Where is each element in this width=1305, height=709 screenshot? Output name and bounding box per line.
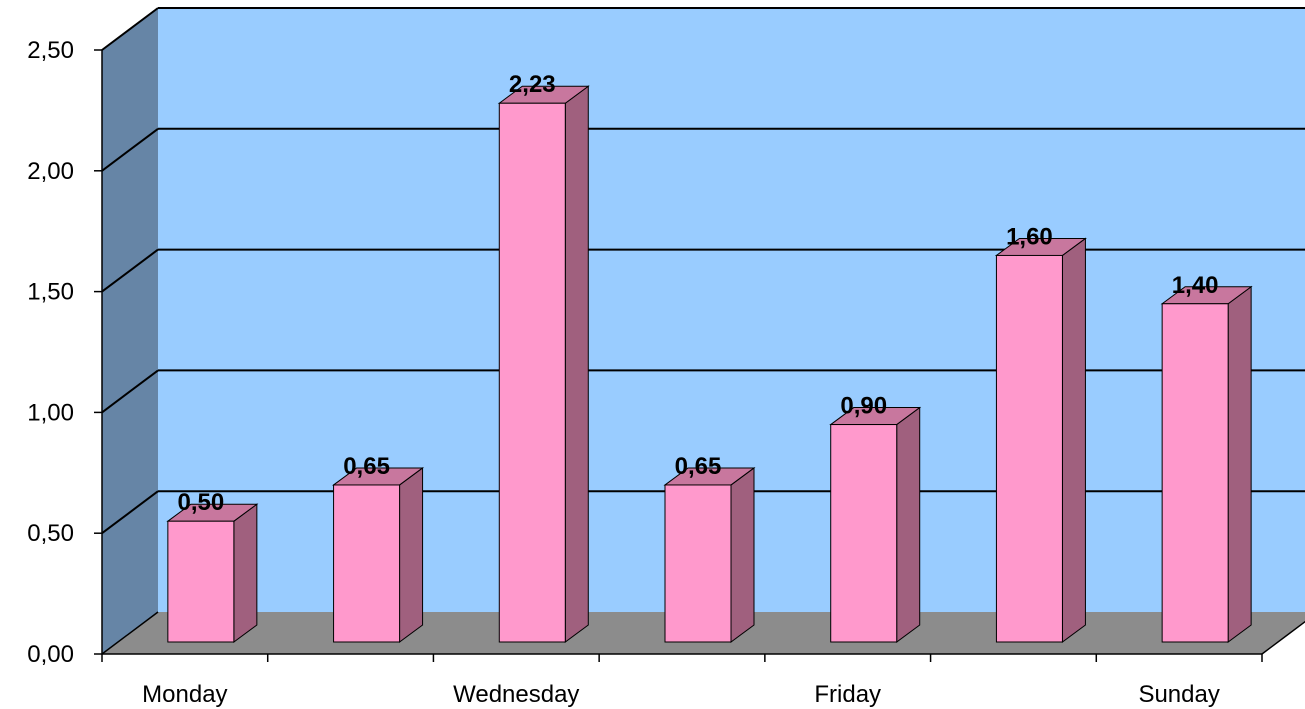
y-tick-label: 2,50 [27,37,74,64]
bar-side [399,466,424,643]
bar-front [664,484,732,643]
bar [663,466,756,643]
bar-side [1227,285,1252,643]
data-labels: 0,50 0,65 2,23 0,65 0,90 1,60 1,40 [177,71,1218,516]
y-tick-label: 1,50 [27,279,74,306]
data-label: 0,50 [177,489,224,516]
x-tick-label: Friday [814,681,881,708]
bar-front [995,254,1063,643]
data-label: 0,65 [675,453,722,480]
y-axis: 0,00 0,50 1,00 1,50 2,00 2,50 [27,37,103,668]
y-tick-label: 1,00 [27,399,74,426]
bar-side [1061,237,1086,643]
gridline-side [101,7,159,51]
bars [166,85,1253,643]
data-label: 0,90 [840,393,887,420]
bar-front [498,102,566,643]
gridline-side [101,248,159,293]
floor-edge-left [101,611,159,655]
bar-front [333,484,401,643]
y-tick-label: 0,00 [27,641,74,668]
bar [1160,285,1253,643]
x-tick-label: Monday [142,681,227,708]
bar-front [1161,303,1229,643]
data-label: 1,60 [1006,223,1053,250]
data-label: 0,65 [343,453,390,480]
bar-front [830,424,898,643]
bar-side [564,85,589,643]
x-tick-label: Wednesday [453,681,579,708]
bar [497,85,590,643]
x-axis: Monday Wednesday Friday Sunday [101,653,1263,708]
gridline-side [101,369,159,414]
data-label: 2,23 [509,71,556,98]
bar-side [730,466,755,643]
floor-edge-right [1261,620,1305,655]
data-label: 1,40 [1172,272,1219,299]
gridline-side [101,490,159,535]
y-tick-label: 2,00 [27,158,74,185]
bar [994,237,1087,643]
bar [332,466,425,643]
bar [829,406,922,643]
side-wall [102,8,158,654]
bar-side [233,503,258,643]
gridline-side [101,128,159,172]
x-tick-label: Sunday [1138,681,1219,708]
bar [166,503,259,643]
y-tick-label: 0,50 [27,520,74,547]
bar-side [896,406,921,643]
bar-front [167,520,235,643]
gridlines [101,7,1305,655]
